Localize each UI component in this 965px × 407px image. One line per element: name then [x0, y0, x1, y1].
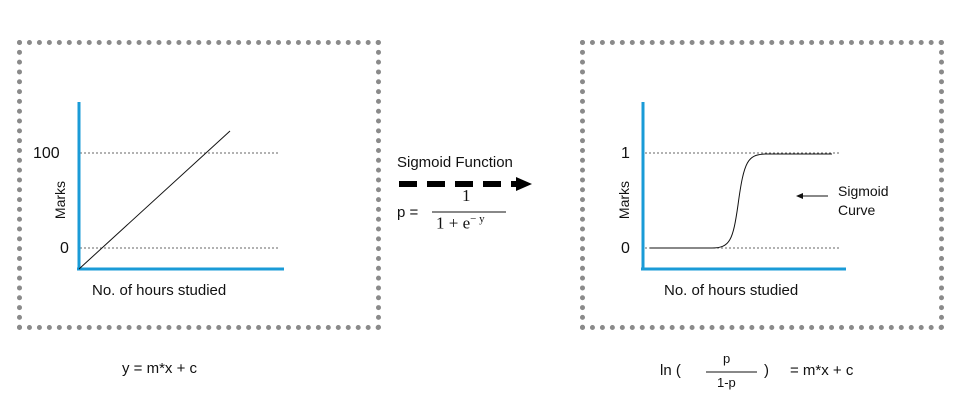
- left-x-axis-label: No. of hours studied: [92, 282, 227, 299]
- sigmoid-annotation-line1: Sigmoid: [838, 183, 889, 199]
- linear-chart-panel: [17, 40, 381, 330]
- sigmoid-annotation-line2: Curve: [838, 202, 876, 218]
- logit-ln-open: ln (: [660, 362, 681, 379]
- right-y-tick-1: 1: [621, 145, 630, 162]
- fraction-numerator: 1: [462, 186, 471, 205]
- left-y-tick-100: 100: [33, 145, 60, 162]
- logit-close-paren: ): [764, 362, 769, 379]
- fraction-denominator: 1 + e− y: [436, 213, 485, 234]
- linear-formula: y = m*x + c: [122, 360, 198, 377]
- arrow-head: [516, 177, 532, 191]
- right-x-axis-label: No. of hours studied: [664, 282, 799, 299]
- sigmoid-chart-panel: [580, 40, 944, 330]
- denominator-base: 1 + e: [436, 213, 471, 233]
- right-y-axis-label: Marks: [616, 180, 633, 220]
- logit-rhs: = m*x + c: [790, 362, 854, 379]
- annotation-arrow-head: [796, 193, 803, 199]
- logit-denominator: 1-p: [717, 375, 736, 390]
- p-prefix: p =: [397, 204, 419, 221]
- right-y-tick-0: 0: [621, 240, 630, 257]
- sigmoid-curve: [650, 153, 832, 249]
- left-y-tick-0: 0: [60, 240, 69, 257]
- linear-regression-line: [78, 130, 231, 270]
- left-y-axis-label: Marks: [52, 180, 69, 220]
- sigmoid-function-label: Sigmoid Function: [397, 154, 513, 171]
- logit-numerator: p: [723, 351, 731, 366]
- denominator-exponent: − y: [470, 213, 485, 225]
